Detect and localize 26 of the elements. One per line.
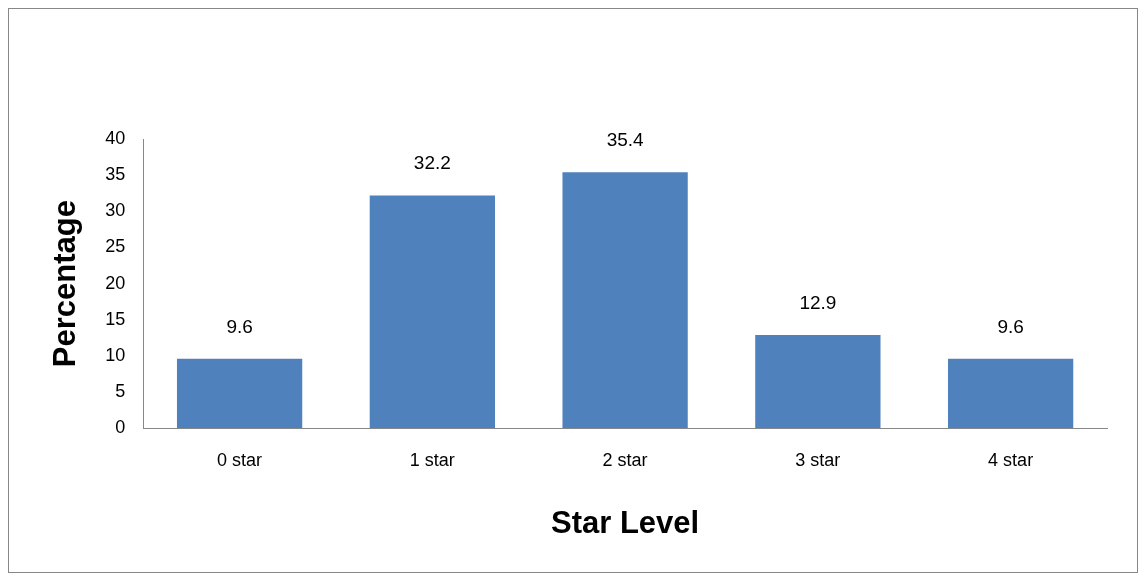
- bar: [369, 195, 495, 429]
- y-tick-label: 35: [105, 164, 126, 185]
- bar: [176, 358, 303, 429]
- y-tick-label: 5: [115, 381, 126, 402]
- y-tick-label: 30: [105, 200, 126, 221]
- y-tick-label: 25: [105, 236, 126, 257]
- x-tick-label: 4 star: [988, 449, 1034, 470]
- y-tick-label: 20: [105, 272, 126, 293]
- y-tick-label: 0: [115, 417, 126, 438]
- x-tick-label: 2 star: [602, 449, 648, 470]
- data-label: 9.6: [997, 315, 1024, 337]
- x-tick-label: 0 star: [217, 449, 263, 470]
- x-tick-label: 1 star: [409, 449, 455, 470]
- bar: [947, 358, 1074, 429]
- data-label: 12.9: [799, 291, 837, 313]
- y-tick-label: 40: [105, 127, 126, 148]
- data-label: 35.4: [606, 128, 645, 150]
- bar: [755, 334, 881, 429]
- y-axis-title: Percentage: [47, 200, 83, 368]
- data-label: 9.6: [226, 315, 253, 337]
- y-tick-label: 15: [105, 308, 126, 329]
- x-axis-title: Star Level: [551, 504, 700, 540]
- y-tick-label: 10: [105, 344, 126, 365]
- data-label: 32.2: [413, 152, 451, 174]
- x-tick-label: 3 star: [795, 449, 841, 470]
- bar: [562, 172, 688, 429]
